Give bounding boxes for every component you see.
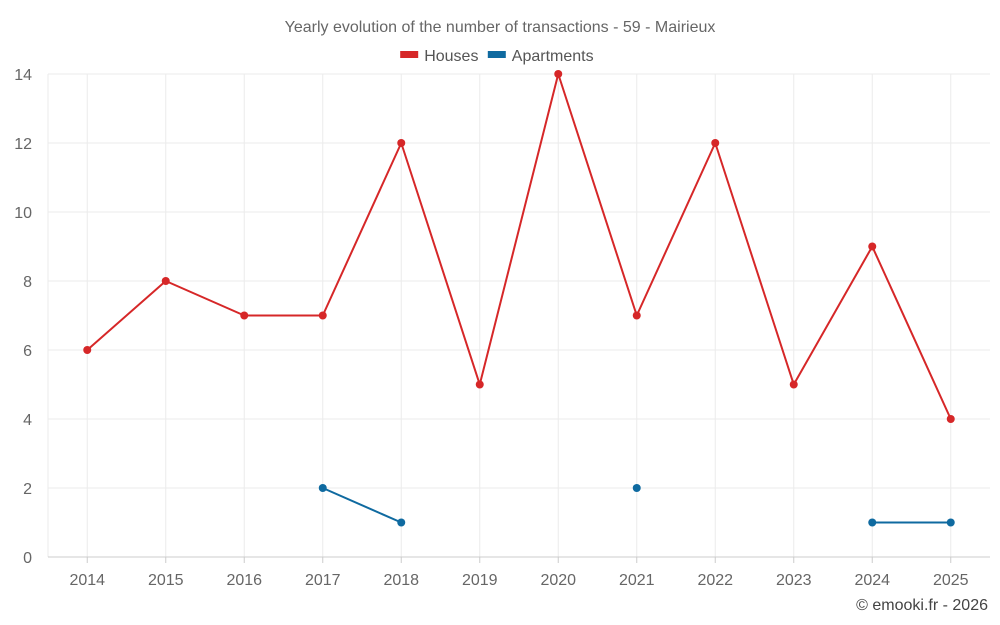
x-tick-label: 2020	[540, 572, 576, 589]
y-tick-label: 4	[23, 412, 32, 429]
x-tick-label: 2021	[619, 572, 655, 589]
grid	[48, 73, 990, 557]
data-point-houses[interactable]	[711, 139, 720, 147]
data-point-apartments[interactable]	[632, 484, 641, 492]
y-tick-label: 12	[14, 136, 32, 153]
data-point-houses[interactable]	[475, 380, 484, 389]
y-tick-label: 0	[23, 550, 32, 567]
data-point-houses[interactable]	[789, 380, 798, 389]
x-tick-label: 2018	[383, 572, 419, 589]
data-point-apartments[interactable]	[946, 518, 955, 527]
data-point-apartments[interactable]	[397, 518, 406, 527]
y-tick-label: 10	[14, 205, 32, 222]
series-layer	[83, 70, 955, 527]
x-axis: 2014 2015 2016 2017 2018 2019 2020 2021 2022 2023…	[48, 556, 990, 589]
data-point-houses[interactable]	[83, 346, 92, 354]
x-tick-label: 2014	[69, 572, 105, 589]
data-point-apartments[interactable]	[318, 484, 327, 492]
x-tick-label: 2022	[697, 572, 733, 589]
x-tick-label: 2023	[776, 572, 812, 589]
data-point-houses[interactable]	[161, 277, 170, 285]
y-tick-label: 8	[23, 274, 32, 291]
data-point-apartments[interactable]	[868, 518, 877, 527]
series-houses	[83, 70, 955, 423]
data-point-houses[interactable]	[318, 311, 327, 320]
legend-swatch	[400, 51, 419, 58]
x-tick-label: 2016	[226, 572, 262, 589]
data-point-houses[interactable]	[632, 311, 641, 320]
legend-label: Houses	[424, 48, 478, 65]
y-tick-label: 6	[23, 343, 32, 360]
x-tick-label: 2015	[148, 572, 184, 589]
legend-item-houses[interactable]: Houses	[400, 48, 478, 65]
x-tick-label: 2017	[305, 572, 341, 589]
series-line-houses	[86, 73, 952, 420]
data-point-houses[interactable]	[397, 139, 406, 147]
x-tick-label: 2024	[854, 572, 890, 589]
x-tick-label: 2019	[462, 572, 498, 589]
legend-swatch	[487, 51, 506, 58]
y-axis: 0 2 4 6 8 10 12 14	[14, 67, 49, 567]
series-line-apartments	[322, 487, 402, 524]
chart-title: Yearly evolution of the number of transa…	[285, 19, 716, 36]
legend-label: Apartments	[512, 48, 594, 65]
legend[interactable]: Houses Apartments	[400, 48, 594, 65]
credit-text: © emooki.fr - 2026	[856, 597, 988, 614]
data-point-houses[interactable]	[868, 242, 877, 251]
y-tick-label: 2	[23, 481, 32, 498]
legend-item-apartments[interactable]: Apartments	[487, 48, 594, 65]
series-apartments	[318, 484, 955, 527]
data-point-houses[interactable]	[554, 70, 563, 78]
data-point-houses[interactable]	[946, 415, 955, 423]
y-tick-label: 14	[14, 67, 32, 84]
data-point-houses[interactable]	[240, 311, 249, 320]
x-tick-label: 2025	[933, 572, 969, 589]
